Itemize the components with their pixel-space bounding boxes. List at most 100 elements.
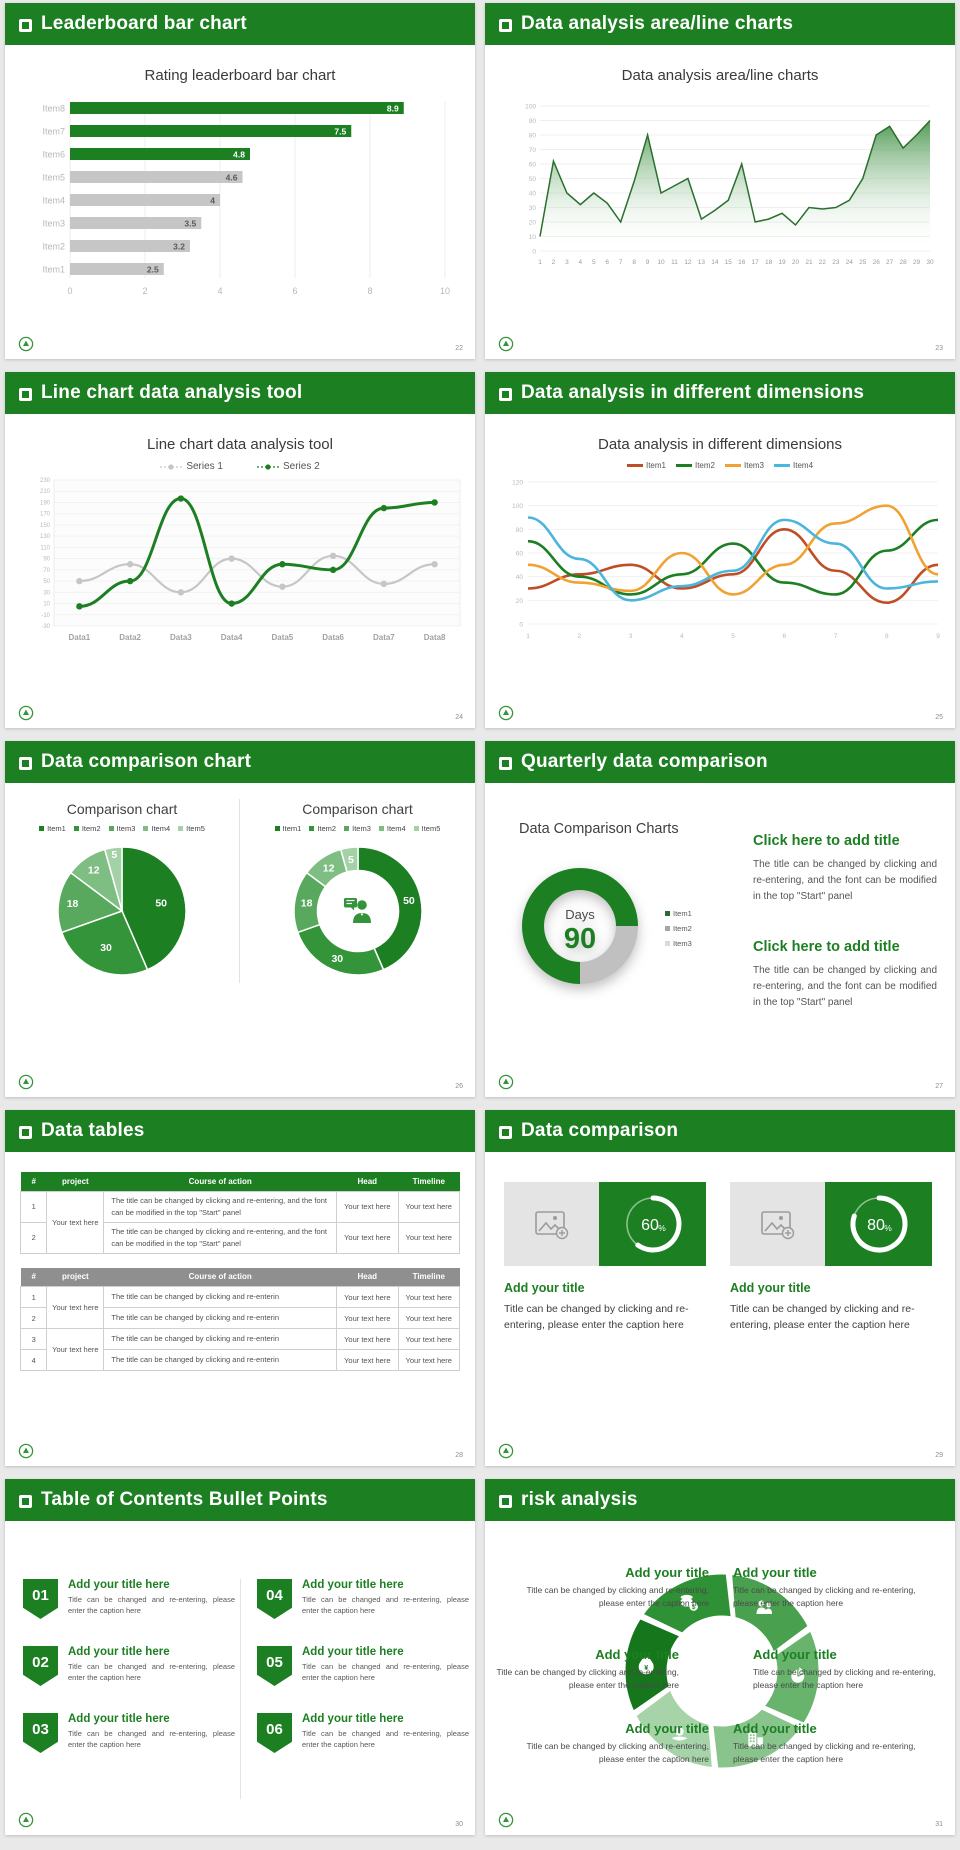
block-title: Click here to add title	[753, 833, 900, 849]
header-square-icon	[19, 1494, 32, 1508]
slide-1-leaderboard-bar-chart[interactable]: Leaderboard bar chart Rating leaderboard…	[5, 3, 475, 359]
slide-4-dimensions[interactable]: Data analysis in different dimensions Da…	[485, 372, 955, 728]
pie-legend: Item1 Item2 Item3 Item4 Item5	[5, 824, 239, 833]
legend-item: Item2	[675, 461, 715, 470]
card-caption: Title can be changed by clicking and re-…	[504, 1303, 689, 1332]
slide-7-data-tables[interactable]: Data tables # project Course of action Head…	[5, 1110, 475, 1466]
legend-item: Item2	[665, 924, 692, 933]
svg-text:50: 50	[43, 579, 50, 585]
legend-item: Item1	[626, 461, 666, 470]
item-title: Add your title here	[302, 1646, 404, 1658]
slide-title: Quarterly data comparison	[521, 751, 768, 772]
svg-text:8.9: 8.9	[387, 104, 399, 114]
table-row: 3 Your text here The title can be changed …	[19, 1328, 461, 1371]
slide-header: Quarterly data comparison	[485, 741, 955, 783]
progress-ring-svg: 60%	[625, 1195, 681, 1253]
svg-text:20: 20	[792, 259, 800, 266]
slide-9-toc-bullet-points[interactable]: Table of Contents Bullet Points 01 Add yo…	[5, 1479, 475, 1835]
image-placeholder-icon	[730, 1182, 825, 1266]
block-caption: Title can be changed by clicking and re-…	[496, 1667, 679, 1691]
svg-text:70: 70	[43, 568, 50, 574]
svg-text:4.8: 4.8	[233, 150, 245, 160]
svg-text:25: 25	[859, 259, 867, 266]
svg-text:5: 5	[731, 633, 735, 640]
svg-text:2: 2	[552, 259, 556, 266]
svg-text:5: 5	[347, 854, 353, 866]
header-square-icon	[499, 1494, 512, 1508]
svg-text:50: 50	[403, 895, 415, 907]
people-icon	[756, 1600, 772, 1614]
slide-header: Data comparison chart	[5, 741, 475, 783]
slice-Item2	[296, 923, 384, 976]
risk-text-block-1: Add your title Title can be changed by cl…	[513, 1565, 709, 1610]
legend-item: Series 2	[257, 461, 320, 472]
slide-2-area-line-charts[interactable]: Data analysis area/line charts Data anal…	[485, 3, 955, 359]
brand-logo-icon	[498, 336, 514, 352]
svg-text:27: 27	[886, 259, 894, 266]
slide-header: Leaderboard bar chart	[5, 3, 475, 45]
table-row: 2 The title can be changed by clicking an…	[19, 1221, 461, 1254]
slide-6-quarterly-comparison[interactable]: Quarterly data comparison Data Compariso…	[485, 741, 955, 1097]
slide-8-data-comparison[interactable]: Data comparison 60% Add your title Title…	[485, 1110, 955, 1466]
slide-5-data-comparison-chart[interactable]: Data comparison chart Comparison chart I…	[5, 741, 475, 1097]
series-Series1	[79, 554, 435, 594]
gauge-segment-green	[522, 868, 638, 984]
block-body: The title can be changed by clicking and…	[753, 859, 937, 902]
brand-logo-icon	[18, 705, 34, 721]
legend-item: Item2	[309, 824, 336, 833]
svg-text:100: 100	[525, 104, 536, 111]
svg-text:4.6: 4.6	[226, 173, 238, 183]
area-chart: 0 10 20 30 40 50 60 70 80 90 100 1 2 3 4 5 6 7 8 9 10 11 12 13 1…	[485, 96, 955, 288]
slide-10-risk-analysis[interactable]: risk analysis ¥ $ ¥ Add your title Title ca…	[485, 1479, 955, 1835]
col-header: Head	[336, 1267, 399, 1287]
col-header: #	[20, 1267, 47, 1287]
svg-text:20: 20	[516, 598, 524, 605]
item-title: Add your title here	[68, 1713, 170, 1725]
brand-logo-icon	[498, 705, 514, 721]
legend-item: Item1	[274, 824, 301, 833]
svg-text:1: 1	[526, 633, 530, 640]
col-header: Course of action	[103, 1172, 337, 1191]
slide-title: Table of Contents Bullet Points	[41, 1489, 328, 1510]
svg-text:70: 70	[529, 147, 537, 154]
slide-3-line-chart-tool[interactable]: Line chart data analysis tool Line chart…	[5, 372, 475, 728]
gauge-legend: Item1 Item2 Item3	[665, 909, 692, 948]
toc-item-04: 04 Add your title here Title can be change…	[257, 1579, 469, 1619]
chart-title: Rating leaderboard bar chart	[144, 67, 336, 84]
page-number: 28	[455, 1452, 463, 1459]
svg-text:50: 50	[529, 176, 537, 183]
card-title: Add your title	[504, 1281, 585, 1295]
svg-text:Item2: Item2	[42, 242, 65, 252]
page-number: 25	[935, 714, 943, 721]
bar-Item8	[70, 102, 404, 114]
bar-Item4	[70, 194, 220, 206]
brand-logo-icon	[18, 336, 34, 352]
legend-item: Item3	[665, 939, 692, 948]
svg-text:Data5: Data5	[271, 633, 293, 642]
toc-item-05: 05 Add your title here Title can be change…	[257, 1646, 469, 1686]
multi-line-svg: 0 20 40 60 80 100 120 1 2 3 4 5 6 7 8 9	[512, 480, 940, 641]
svg-text:4: 4	[217, 286, 222, 296]
svg-text:80: 80	[529, 133, 537, 140]
block-title: Add your title	[595, 1647, 679, 1662]
svg-text:10: 10	[43, 602, 50, 608]
svg-text:80: 80	[867, 1217, 885, 1234]
svg-text:Item1: Item1	[42, 265, 65, 275]
slide-header: Data analysis in different dimensions	[485, 372, 955, 414]
svg-text:23: 23	[832, 259, 840, 266]
item-caption: Title can be changed and re-entering, pl…	[302, 1662, 469, 1683]
legend-item: Item1	[39, 824, 66, 833]
number-badge: 04	[257, 1579, 292, 1619]
svg-text:¥: ¥	[678, 1730, 682, 1736]
risk-text-block-6: Add your title Title can be changed by cl…	[733, 1721, 929, 1766]
slide-header: risk analysis	[485, 1479, 955, 1521]
green-data-table: # project Course of action Head Timeline 1 You…	[19, 1172, 461, 1254]
svg-text:130: 130	[40, 534, 51, 540]
area-line	[539, 119, 931, 237]
column-divider	[240, 1579, 241, 1799]
brand-logo-icon	[498, 705, 514, 721]
slide-title: Leaderboard bar chart	[41, 13, 247, 34]
page-number: 24	[455, 714, 463, 721]
svg-text:12: 12	[88, 864, 100, 876]
